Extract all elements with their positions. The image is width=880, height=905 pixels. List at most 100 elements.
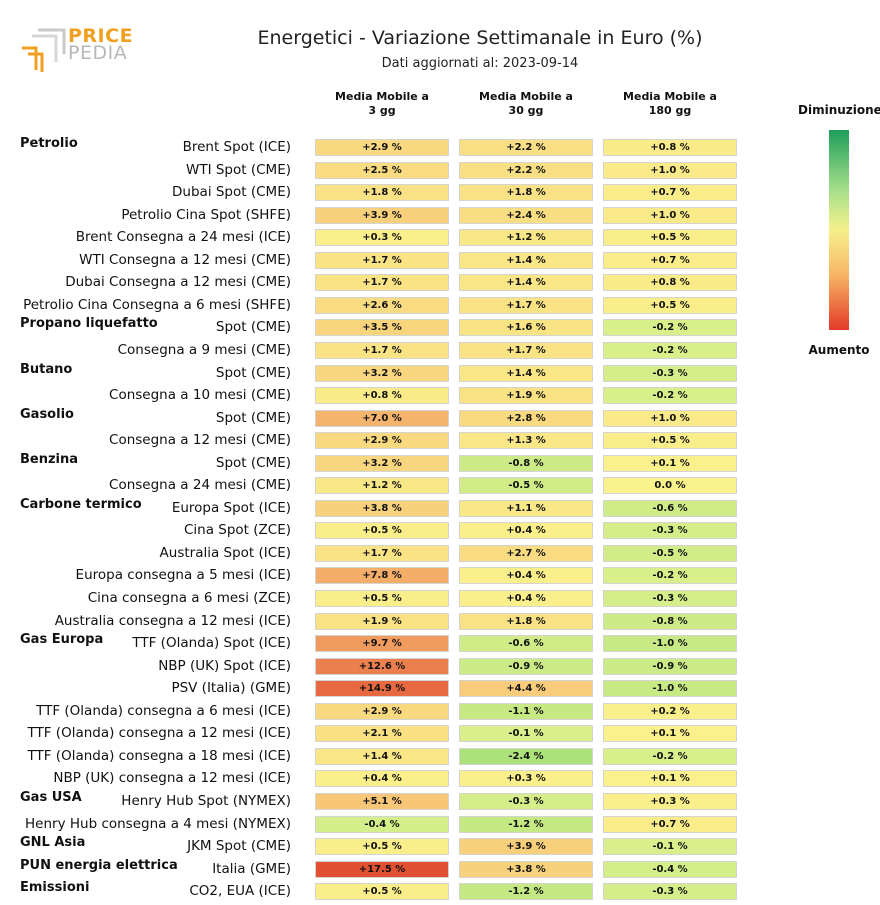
heatmap-cell: +0.1 % xyxy=(603,454,737,472)
heatmap-cell: -0.8 % xyxy=(603,612,737,630)
heatmap-cell: +5.1 % xyxy=(315,792,449,810)
heatmap-cell: +0.4 % xyxy=(315,770,449,788)
heatmap-cell: 0.0 % xyxy=(603,477,737,495)
heatmap-cell: +0.8 % xyxy=(603,274,737,292)
heatmap-cell: -0.3 % xyxy=(603,883,737,901)
group-label: Petrolio xyxy=(20,136,78,151)
group-label: PUN energia elettrica xyxy=(20,857,178,873)
heatmap-cell: -0.5 % xyxy=(603,544,737,562)
group-label: Carbone termico xyxy=(20,496,142,512)
heatmap-cell: +7.8 % xyxy=(315,567,449,585)
pricepedia-logo-mark xyxy=(22,28,66,72)
row-label: Spot (CME) xyxy=(215,319,291,336)
heatmap-cell: +3.5 % xyxy=(315,319,449,337)
heatmap-cell: +2.9 % xyxy=(315,702,449,720)
heatmap-cell: +1.7 % xyxy=(459,296,593,314)
legend-color-bar xyxy=(829,130,849,330)
heatmap-cell: +0.5 % xyxy=(603,296,737,314)
heatmap-cell: +3.8 % xyxy=(315,499,449,517)
heatmap-cell: +0.7 % xyxy=(603,251,737,269)
heatmap-cell: -0.6 % xyxy=(603,499,737,517)
heatmap-cell: +2.2 % xyxy=(459,161,593,179)
row-label: CO2, EUA (ICE) xyxy=(189,883,291,900)
row-label: Consegna a 9 mesi (CME) xyxy=(117,341,291,358)
row-label: NBP (UK) consegna a 12 mesi (ICE) xyxy=(53,770,291,787)
heatmap-cell: +3.8 % xyxy=(459,860,593,878)
row-label: Australia Spot (ICE) xyxy=(159,544,291,561)
heatmap-cell: -0.9 % xyxy=(459,657,593,675)
heatmap-cell: +2.5 % xyxy=(315,161,449,179)
heatmap-cell: -1.0 % xyxy=(603,680,737,698)
heatmap-cell: +0.8 % xyxy=(315,387,449,405)
heatmap-cell: +0.1 % xyxy=(603,770,737,788)
heatmap-cell: -0.5 % xyxy=(459,477,593,495)
row-label: WTI Consegna a 12 mesi (CME) xyxy=(79,251,291,268)
row-label: Consegna a 12 mesi (CME) xyxy=(109,432,291,449)
heatmap-cell: +2.2 % xyxy=(459,139,593,156)
row-label: PSV (Italia) (GME) xyxy=(171,680,291,697)
heatmap-cell: +17.5 % xyxy=(315,860,449,878)
heatmap-cell: +0.5 % xyxy=(603,229,737,247)
heatmap-cell: +0.7 % xyxy=(603,184,737,202)
heatmap-cell: +2.1 % xyxy=(315,725,449,743)
row-label: Henry Hub consegna a 4 mesi (NYMEX) xyxy=(25,815,291,832)
heatmap-cell: +0.1 % xyxy=(603,725,737,743)
heatmap-cell: +1.7 % xyxy=(315,251,449,269)
heatmap-cell: +0.3 % xyxy=(603,792,737,810)
heatmap-cell: +0.8 % xyxy=(603,139,737,156)
heatmap-cell: +4.4 % xyxy=(459,680,593,698)
chart-subtitle: Dati aggiornati al: 2023-09-14 xyxy=(381,56,579,71)
heatmap-cell: -0.2 % xyxy=(603,387,737,405)
row-label: Consegna a 24 mesi (CME) xyxy=(109,477,291,494)
heatmap-cell: -2.4 % xyxy=(459,747,593,765)
heatmap-cell: -0.6 % xyxy=(459,635,593,653)
row-label: TTF (Olanda) consegna a 6 mesi (ICE) xyxy=(36,702,291,719)
heatmap-cell: -0.2 % xyxy=(603,341,737,359)
group-label: Gas USA xyxy=(20,789,82,805)
heatmap-cell: +1.4 % xyxy=(459,364,593,382)
row-label: Spot (CME) xyxy=(215,454,291,471)
heatmap-cell: -0.2 % xyxy=(603,319,737,337)
heatmap-cell: +1.2 % xyxy=(459,229,593,247)
heatmap-cell: +2.9 % xyxy=(315,139,449,156)
heatmap-cell: +14.9 % xyxy=(315,680,449,698)
heatmap-cell: +1.8 % xyxy=(315,184,449,202)
group-label: GNL Asia xyxy=(20,835,86,851)
row-label: Consegna a 10 mesi (CME) xyxy=(109,387,291,404)
heatmap-cell: +2.4 % xyxy=(459,206,593,224)
heatmap-cell: +0.5 % xyxy=(315,590,449,607)
column-header: Media Mobile a 30 gg xyxy=(479,90,573,117)
row-label: Australia consegna a 12 mesi (ICE) xyxy=(54,612,291,629)
heatmap-cell: +0.4 % xyxy=(459,522,593,540)
heatmap-cell: +7.0 % xyxy=(315,409,449,427)
heatmap-cell: -1.0 % xyxy=(603,635,737,653)
heatmap-cell: +1.7 % xyxy=(459,341,593,359)
heatmap-cell: +1.4 % xyxy=(459,251,593,269)
heatmap-cell: +1.0 % xyxy=(603,409,737,427)
heatmap-cell: +1.2 % xyxy=(315,477,449,495)
heatmap-cell: +1.6 % xyxy=(459,319,593,337)
heatmap-cell: +9.7 % xyxy=(315,635,449,653)
heatmap-cell: +0.4 % xyxy=(459,590,593,607)
row-label: TTF (Olanda) consegna a 12 mesi (ICE) xyxy=(27,725,292,742)
row-label: Dubai Consegna a 12 mesi (CME) xyxy=(65,274,291,291)
heatmap-cell: -1.1 % xyxy=(459,702,593,720)
heatmap-cell: -0.2 % xyxy=(603,747,737,765)
heatmap-cell: +0.5 % xyxy=(603,432,737,450)
heatmap-cell: -0.4 % xyxy=(603,860,737,878)
chart-title: Energetici - Variazione Settimanale in E… xyxy=(257,27,703,49)
group-label: Butano xyxy=(20,361,73,377)
heatmap-cell: +0.3 % xyxy=(459,770,593,788)
heatmap-cell: +0.3 % xyxy=(315,229,449,247)
heatmap-cell: +0.5 % xyxy=(315,838,449,856)
heatmap-cell: +1.7 % xyxy=(315,544,449,562)
row-label: Brent Spot (ICE) xyxy=(182,139,291,155)
row-label: JKM Spot (CME) xyxy=(187,838,291,855)
heatmap-cell: -0.1 % xyxy=(603,838,737,856)
group-label: Gas Europa xyxy=(20,632,104,648)
heatmap-cell: +3.9 % xyxy=(315,206,449,224)
column-header: Media Mobile a 180 gg xyxy=(623,90,717,117)
heatmap-cell: +0.7 % xyxy=(603,815,737,833)
